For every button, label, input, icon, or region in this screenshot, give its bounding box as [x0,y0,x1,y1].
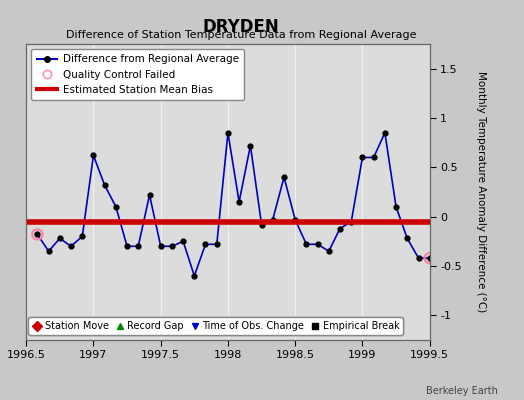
Text: Berkeley Earth: Berkeley Earth [426,386,498,396]
Point [33,231,41,238]
Legend: Station Move, Record Gap, Time of Obs. Change, Empirical Break: Station Move, Record Gap, Time of Obs. C… [28,317,403,335]
Point [425,255,434,261]
Text: DRYDEN: DRYDEN [203,18,279,36]
Y-axis label: Monthly Temperature Anomaly Difference (°C): Monthly Temperature Anomaly Difference (… [476,71,486,313]
Text: Difference of Station Temperature Data from Regional Average: Difference of Station Temperature Data f… [66,30,416,40]
